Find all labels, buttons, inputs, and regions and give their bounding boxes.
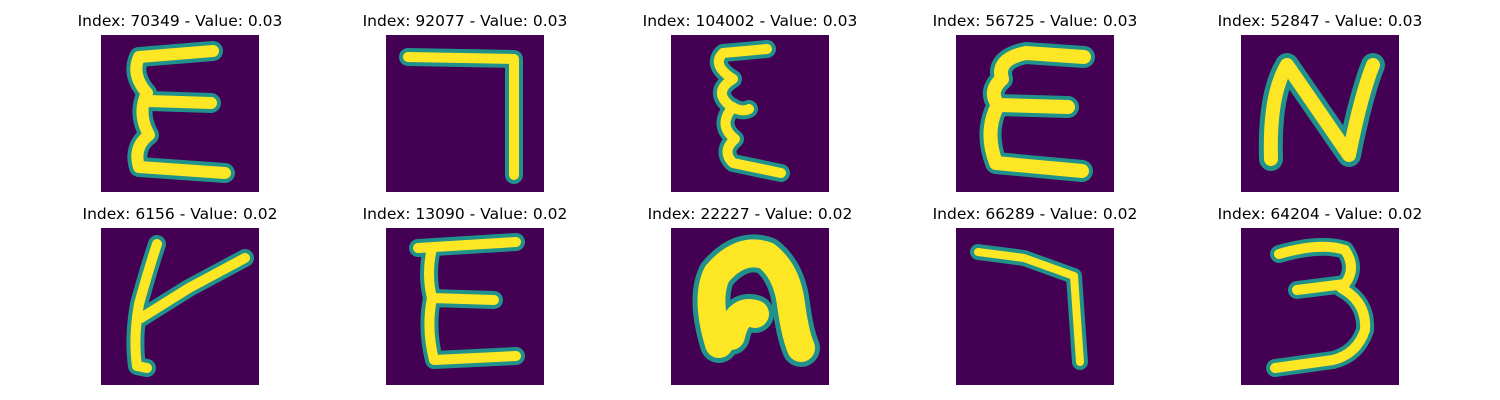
panel-title: Index: 22227 - Value: 0.02 — [647, 205, 853, 223]
panel-title: Index: 52847 - Value: 0.03 — [1217, 12, 1423, 30]
panel-title: Index: 64204 - Value: 0.02 — [1217, 205, 1423, 223]
panel-title: Index: 70349 - Value: 0.03 — [77, 12, 283, 30]
panel-title: Index: 56725 - Value: 0.03 — [932, 12, 1138, 30]
panel-title: Index: 6156 - Value: 0.02 — [82, 205, 278, 223]
digit-image — [101, 228, 259, 385]
panel-title: Index: 104002 - Value: 0.03 — [642, 12, 858, 30]
digit-image — [386, 35, 544, 192]
digit-image — [1241, 228, 1399, 385]
digit-image — [671, 228, 829, 385]
digit-image — [956, 228, 1114, 385]
digit-image — [386, 228, 544, 385]
panel-title: Index: 92077 - Value: 0.03 — [362, 12, 568, 30]
digit-image — [101, 35, 259, 192]
digit-image — [956, 35, 1114, 192]
panel-title: Index: 66289 - Value: 0.02 — [932, 205, 1138, 223]
digit-image — [671, 35, 829, 192]
panel-title: Index: 13090 - Value: 0.02 — [362, 205, 568, 223]
digit-image — [1241, 35, 1399, 192]
